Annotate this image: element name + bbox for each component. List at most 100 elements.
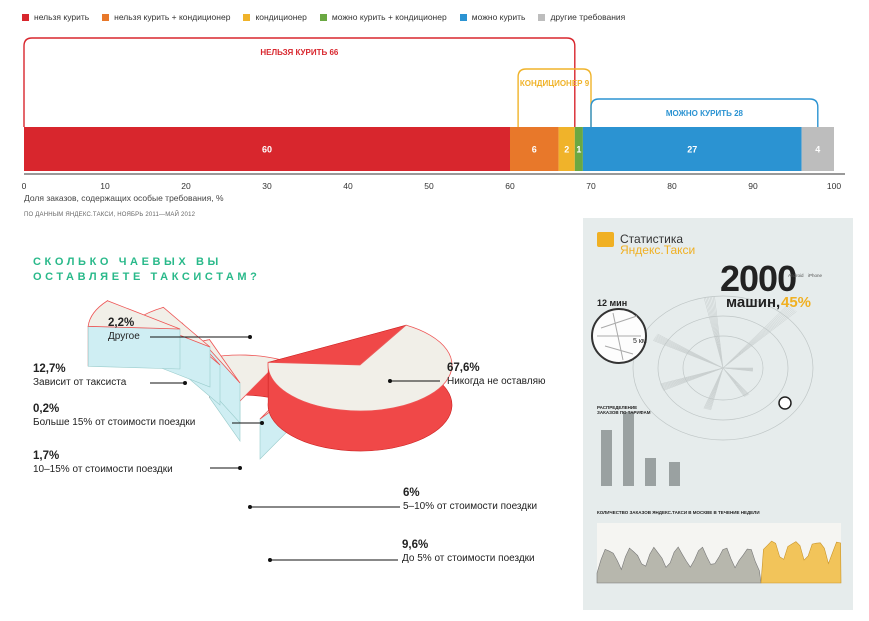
map-road	[711, 296, 724, 369]
pie-leader-dot	[248, 505, 252, 509]
map-road	[722, 309, 795, 369]
taxi-logo-icon	[597, 232, 614, 247]
pie-pct: 1,7%	[33, 450, 60, 462]
pie-leader-lines	[150, 335, 440, 562]
x-tick-label: 40	[343, 181, 353, 191]
map-ring-road	[657, 315, 789, 421]
percent-45: 45%	[781, 294, 812, 311]
group-bracket-label: НЕЛЬЗЯ КУРИТЬ 66	[260, 48, 339, 57]
weekend-area	[760, 540, 842, 584]
pie-leader-dot	[248, 335, 252, 339]
pie-label: 6% 5–10% от стоимости поездки	[403, 487, 537, 513]
legend-label: кондиционер	[255, 12, 307, 22]
infographic-title-line1: Статистика	[620, 232, 684, 246]
bar-value-label: 27	[687, 145, 697, 155]
pie-leader-dot	[183, 381, 187, 385]
legend-label: нельзя курить	[34, 12, 90, 22]
zoom-streets	[597, 312, 641, 361]
x-ticks: 0 10 20 30 40 50 60 70 80 90 100	[22, 181, 842, 191]
legend-item: другие требования	[538, 12, 625, 22]
pie-title: СКОЛЬКО ЧАЕВЫХ ВЫ ОСТАВЛЯЕТЕ ТАКСИСТАМ?	[33, 256, 261, 283]
pie-pct: 2,2%	[108, 317, 135, 329]
pie-slice	[267, 324, 453, 412]
legend-label: нельзя курить + кондиционер	[114, 12, 231, 22]
pie-category: До 5% от стоимости поездки	[402, 553, 535, 564]
legend-swatch	[22, 13, 29, 21]
chart-legend: нельзя курить нельзя курить + кондиционер…	[22, 12, 625, 22]
map-road	[722, 308, 794, 369]
map-network	[632, 295, 814, 441]
yandex-taxi-infographic: Статистика Яндекс.Такси 2000 машин, 45% …	[583, 218, 853, 610]
infographic-graphics	[591, 232, 842, 584]
pie-pct: 67,6%	[447, 362, 480, 374]
pie-leader-dot	[388, 379, 392, 383]
map-road	[722, 307, 792, 369]
legend-item: можно курить + кондиционер	[319, 12, 447, 22]
x-tick-label: 30	[262, 181, 272, 191]
bar-value-label: 4	[815, 145, 820, 155]
pie-leader-dot	[238, 466, 242, 470]
source-note: ПО ДАННЫМ ЯНДЕКС.ТАКСИ, НОЯБРЬ 2011—МАЙ …	[24, 212, 196, 218]
legend-item: нельзя курить + кондиционер	[102, 12, 230, 22]
pie-pct: 0,2%	[33, 403, 60, 415]
map-road	[722, 367, 745, 398]
legend-swatch	[102, 13, 110, 21]
x-tick-label: 90	[748, 181, 758, 191]
legend-swatch	[538, 13, 546, 21]
tariff-bars	[601, 412, 680, 486]
pie-label: 2,2% Другое	[108, 317, 140, 343]
pie-pct: 9,6%	[402, 539, 429, 551]
legend-label: другие требования	[550, 12, 626, 22]
x-tick-label: 80	[667, 181, 677, 191]
pie-leader-dot	[268, 558, 272, 562]
x-axis-title: Доля заказов, содержащих особые требован…	[24, 193, 224, 203]
weekly-title: КОЛИЧЕСТВО ЗАКАЗОВ ЯНДЕКС.ТАКСИ В МОСКВЕ…	[597, 510, 760, 515]
legend-swatch	[459, 13, 467, 21]
bar-segment	[801, 127, 834, 171]
map-road	[722, 305, 790, 369]
infographic-title: Статистика Яндекс.Такси	[620, 232, 695, 256]
bar-segment	[24, 127, 510, 171]
group-bracket	[590, 98, 819, 127]
map-road	[722, 311, 797, 369]
bar-value-label: 6	[532, 145, 537, 155]
bar-value-label: 60	[262, 145, 272, 155]
tariff-bar	[601, 430, 612, 486]
map-ring-road	[632, 295, 814, 441]
big-number: 2000	[720, 258, 797, 299]
map-road	[722, 310, 796, 369]
x-tick-label: 70	[586, 181, 596, 191]
legend-swatch	[319, 13, 327, 21]
x-tick-label: 10	[100, 181, 110, 191]
map-road	[657, 333, 724, 369]
bar-value-label: 1	[576, 145, 581, 155]
pie-label: 12,7% Зависит от таксиста	[33, 363, 126, 389]
legend-label: можно курить + кондиционер	[331, 12, 447, 22]
map-road	[722, 367, 753, 372]
pie-category: 10–15% от стоимости поездки	[33, 464, 173, 475]
x-tick-label: 50	[424, 181, 434, 191]
pie-category: Больше 15% от стоимости поездки	[33, 417, 196, 428]
map-road	[712, 296, 724, 369]
pie-pct: 12,7%	[33, 363, 66, 375]
pie-category: 5–10% от стоимости поездки	[403, 501, 538, 512]
bar-segment	[510, 127, 559, 171]
pie-pct: 6%	[403, 487, 420, 499]
bar-value-label: 2	[564, 145, 569, 155]
bar-segment	[574, 127, 583, 171]
pie-label: 1,7% 10–15% от стоимости поездки	[33, 450, 173, 476]
legend-swatch	[243, 13, 251, 21]
pie-category: Другое	[108, 331, 140, 342]
pie-label: 9,6% До 5% от стоимости поездки	[402, 539, 535, 565]
pie-category: Зависит от таксиста	[33, 377, 127, 388]
pie-label: 0,2% Больше 15% от стоимости поездки	[33, 403, 195, 429]
bracket-group: НЕЛЬЗЯ КУРИТЬ 66 КОНДИЦИОНЕР 9 МОЖНО КУРИТ…	[23, 37, 819, 127]
bar-segment	[558, 127, 575, 171]
x-tick-label: 60	[505, 181, 515, 191]
map-road	[714, 296, 724, 369]
pie-slice	[87, 300, 181, 330]
x-tick-label: 100	[827, 181, 841, 191]
pie-label: 67,6% Никогда не оставляю	[447, 362, 546, 388]
legend-item: можно курить	[459, 12, 525, 22]
map-road	[660, 367, 724, 385]
